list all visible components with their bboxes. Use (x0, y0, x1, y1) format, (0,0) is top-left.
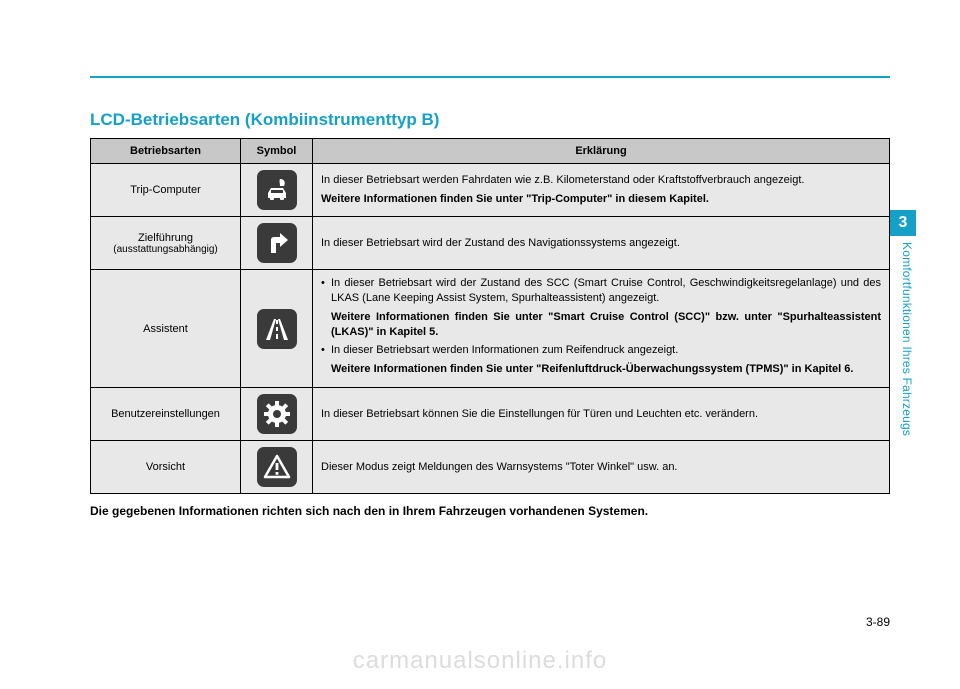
mode-assistant: Assistent (91, 270, 241, 388)
table-row: Trip-Computer In dieser Betriebsart werd (91, 164, 890, 217)
page-number: 3-89 (866, 615, 890, 629)
list-item: In dieser Betriebsart werden Information… (321, 343, 881, 377)
manual-page: LCD-Betriebsarten (Kombiinstrumenttyp B)… (0, 0, 960, 689)
eco-car-icon (257, 170, 297, 210)
text-bold: Weitere Informationen finden Sie unter "… (331, 310, 881, 340)
symbol-warning (241, 441, 313, 494)
text: (ausstattungsabhängig) (99, 244, 232, 255)
warning-triangle-icon (257, 447, 297, 487)
symbol-trip-computer (241, 164, 313, 217)
table-header-row: Betriebsarten Symbol Erklärung (91, 139, 890, 164)
section-heading: LCD-Betriebsarten (Kombiinstrumenttyp B) (90, 110, 890, 130)
symbol-assistant (241, 270, 313, 388)
mode-warning: Vorsicht (91, 441, 241, 494)
symbol-navigation (241, 217, 313, 270)
text-bold: Weitere Informationen finden Sie unter "… (331, 362, 881, 377)
table-row: Vorsicht Dieser Modus zeigt Meldungen de… (91, 441, 890, 494)
expl-assistant: In dieser Betriebsart wird der Zustand d… (313, 270, 890, 388)
text-bold: Weitere Informationen finden Sie unter "… (321, 192, 881, 207)
text: Zielführung (99, 232, 232, 244)
turn-arrow-icon (257, 223, 297, 263)
expl-warning: Dieser Modus zeigt Meldungen des Warnsys… (313, 441, 890, 494)
lane-assist-icon (257, 309, 297, 349)
top-rule (90, 76, 890, 78)
expl-user-settings: In dieser Betriebsart können Sie die Ein… (313, 388, 890, 441)
expl-trip-computer: In dieser Betriebsart werden Fahrdaten w… (313, 164, 890, 217)
table-row: Benutzereinstellungen (91, 388, 890, 441)
table-row: Assistent In (91, 270, 890, 388)
mode-trip-computer: Trip-Computer (91, 164, 241, 217)
lcd-modes-table: Betriebsarten Symbol Erklärung Trip-Comp… (90, 138, 890, 494)
chapter-title-vertical: Komfortfunktionen Ihres Fahrzeugs (900, 242, 914, 436)
text: In dieser Betriebsart wird der Zustand d… (331, 276, 881, 306)
mode-navigation: Zielführung (ausstattungsabhängig) (91, 217, 241, 270)
text: In dieser Betriebsart werden Information… (331, 343, 881, 358)
text: In dieser Betriebsart werden Fahrdaten w… (321, 173, 881, 188)
th-mode: Betriebsarten (91, 139, 241, 164)
expl-navigation: In dieser Betriebsart wird der Zustand d… (313, 217, 890, 270)
mode-user-settings: Benutzereinstellungen (91, 388, 241, 441)
symbol-user-settings (241, 388, 313, 441)
gear-icon (257, 394, 297, 434)
footnote-text: Die gegebenen Informationen richten sich… (90, 504, 890, 518)
th-symbol: Symbol (241, 139, 313, 164)
chapter-tab: 3 (890, 210, 916, 236)
list-item: In dieser Betriebsart wird der Zustand d… (321, 276, 881, 339)
th-explanation: Erklärung (313, 139, 890, 164)
table-row: Zielführung (ausstattungsabhängig) In di… (91, 217, 890, 270)
